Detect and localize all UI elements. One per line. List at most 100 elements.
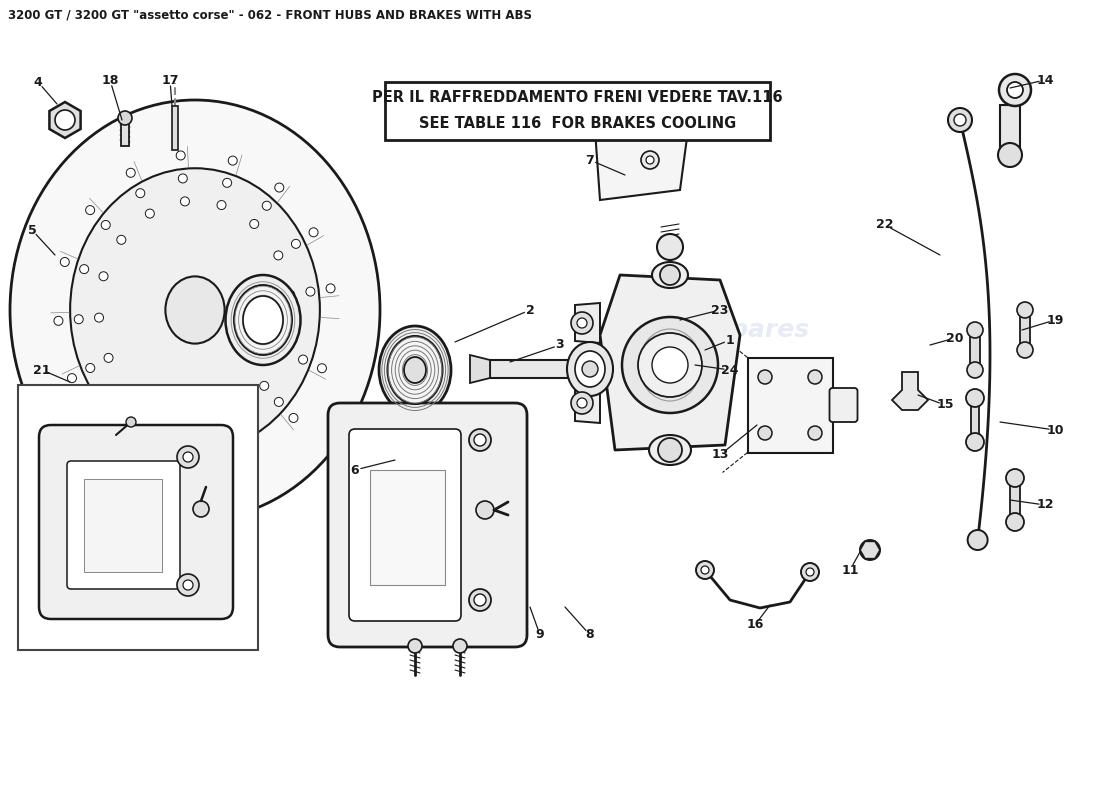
Circle shape: [274, 251, 283, 260]
Circle shape: [104, 354, 113, 362]
Ellipse shape: [649, 435, 691, 465]
Circle shape: [474, 594, 486, 606]
Circle shape: [177, 574, 199, 596]
Text: 8: 8: [585, 629, 594, 642]
Text: 7: 7: [585, 154, 594, 166]
FancyBboxPatch shape: [829, 388, 858, 422]
Ellipse shape: [652, 262, 688, 288]
Circle shape: [298, 355, 308, 364]
Circle shape: [326, 284, 336, 293]
Text: 5: 5: [28, 223, 36, 237]
Circle shape: [469, 589, 491, 611]
Bar: [970, 332, 980, 368]
Text: 17: 17: [162, 74, 178, 86]
Circle shape: [95, 313, 103, 322]
Text: 13: 13: [712, 449, 728, 462]
Polygon shape: [892, 372, 928, 410]
Circle shape: [195, 438, 204, 446]
Circle shape: [275, 183, 284, 192]
Circle shape: [999, 74, 1031, 106]
Circle shape: [74, 314, 84, 324]
Circle shape: [54, 316, 63, 326]
Ellipse shape: [234, 285, 292, 355]
Text: 1: 1: [726, 334, 735, 346]
Text: 22: 22: [877, 218, 893, 231]
Ellipse shape: [566, 342, 613, 396]
Text: eurospares: eurospares: [211, 228, 370, 252]
Text: 16: 16: [746, 618, 763, 631]
Circle shape: [808, 370, 822, 384]
Circle shape: [652, 347, 688, 383]
Ellipse shape: [379, 326, 451, 414]
Circle shape: [948, 108, 972, 132]
Circle shape: [1006, 82, 1023, 98]
Text: 23: 23: [712, 303, 728, 317]
Text: eurospares: eurospares: [651, 318, 810, 342]
Ellipse shape: [226, 275, 300, 365]
Circle shape: [1006, 469, 1024, 487]
Circle shape: [86, 206, 95, 214]
FancyBboxPatch shape: [67, 461, 180, 589]
Circle shape: [954, 114, 966, 126]
FancyBboxPatch shape: [370, 470, 446, 585]
Bar: [121, 118, 129, 146]
Circle shape: [250, 219, 258, 229]
Circle shape: [289, 414, 298, 422]
FancyBboxPatch shape: [349, 429, 461, 621]
Text: 24: 24: [722, 363, 739, 377]
Text: ⚜: ⚜: [207, 186, 233, 214]
Circle shape: [641, 151, 659, 169]
Circle shape: [1006, 513, 1024, 531]
Circle shape: [86, 363, 95, 373]
Text: 15: 15: [936, 398, 954, 411]
Circle shape: [578, 398, 587, 408]
Circle shape: [135, 189, 145, 198]
Text: 12: 12: [1036, 498, 1054, 511]
Circle shape: [262, 202, 272, 210]
Circle shape: [176, 151, 185, 160]
Circle shape: [701, 566, 710, 574]
Bar: [1000, 105, 1020, 155]
Circle shape: [117, 235, 125, 244]
FancyBboxPatch shape: [328, 403, 527, 647]
Circle shape: [1018, 342, 1033, 358]
Circle shape: [112, 404, 121, 413]
Circle shape: [126, 417, 136, 427]
Circle shape: [571, 312, 593, 334]
Circle shape: [696, 561, 714, 579]
Ellipse shape: [10, 100, 379, 520]
Text: 4: 4: [34, 75, 43, 89]
Circle shape: [101, 221, 110, 230]
Polygon shape: [575, 383, 600, 423]
Ellipse shape: [404, 357, 426, 383]
Text: 9: 9: [536, 629, 544, 642]
Circle shape: [151, 430, 160, 439]
Circle shape: [998, 143, 1022, 167]
Circle shape: [183, 452, 192, 462]
Ellipse shape: [387, 336, 442, 404]
Circle shape: [621, 317, 718, 413]
Bar: [1010, 480, 1020, 520]
Text: 10: 10: [1046, 423, 1064, 437]
Circle shape: [967, 322, 983, 338]
Text: SEE TABLE 116  FOR BRAKES COOLING: SEE TABLE 116 FOR BRAKES COOLING: [419, 117, 736, 131]
Circle shape: [246, 447, 255, 457]
Text: 11: 11: [842, 563, 859, 577]
Circle shape: [67, 374, 77, 382]
Bar: [748, 358, 833, 453]
Ellipse shape: [243, 296, 283, 344]
Circle shape: [474, 434, 486, 446]
Circle shape: [660, 265, 680, 285]
Circle shape: [126, 386, 135, 396]
Polygon shape: [860, 542, 880, 558]
Polygon shape: [470, 355, 490, 383]
Text: 6: 6: [351, 463, 360, 477]
Text: 2: 2: [526, 303, 535, 317]
Circle shape: [476, 501, 494, 519]
Circle shape: [55, 110, 75, 130]
Circle shape: [126, 168, 135, 178]
Circle shape: [469, 429, 491, 451]
FancyBboxPatch shape: [39, 425, 233, 619]
Circle shape: [801, 563, 820, 581]
Circle shape: [966, 389, 984, 407]
